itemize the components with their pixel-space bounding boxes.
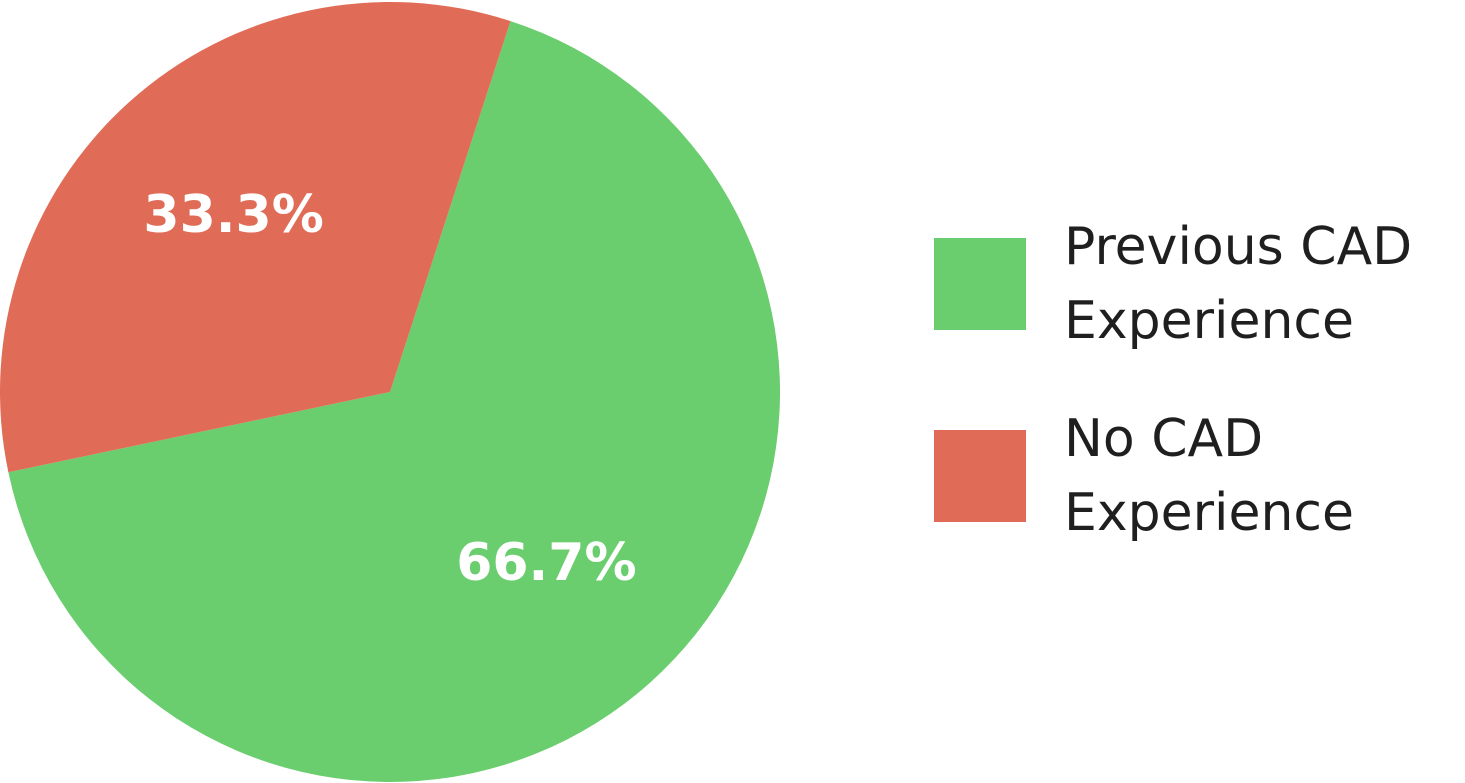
legend-item-no-cad: No CAD Experience: [934, 402, 1454, 550]
pie-slice-label-previous-cad: 66.7%: [456, 533, 636, 593]
legend-label-previous-cad: Previous CAD Experience: [1064, 210, 1412, 358]
legend-swatch-previous-cad: [934, 238, 1026, 330]
pie-slice-previous-cad: [8, 21, 780, 782]
legend-swatch-no-cad: [934, 430, 1026, 522]
legend: Previous CAD Experience No CAD Experienc…: [934, 210, 1454, 594]
legend-item-previous-cad: Previous CAD Experience: [934, 210, 1454, 358]
legend-label-line2: Experience: [1064, 291, 1354, 351]
legend-label-line1: No CAD: [1064, 409, 1264, 469]
pie-slice-no-cad: [0, 2, 511, 473]
pie-slice-label-no-cad: 33.3%: [143, 185, 323, 245]
legend-label-line1: Previous CAD: [1064, 217, 1413, 277]
legend-label-no-cad: No CAD Experience: [1064, 402, 1354, 550]
legend-label-line2: Experience: [1064, 483, 1354, 543]
